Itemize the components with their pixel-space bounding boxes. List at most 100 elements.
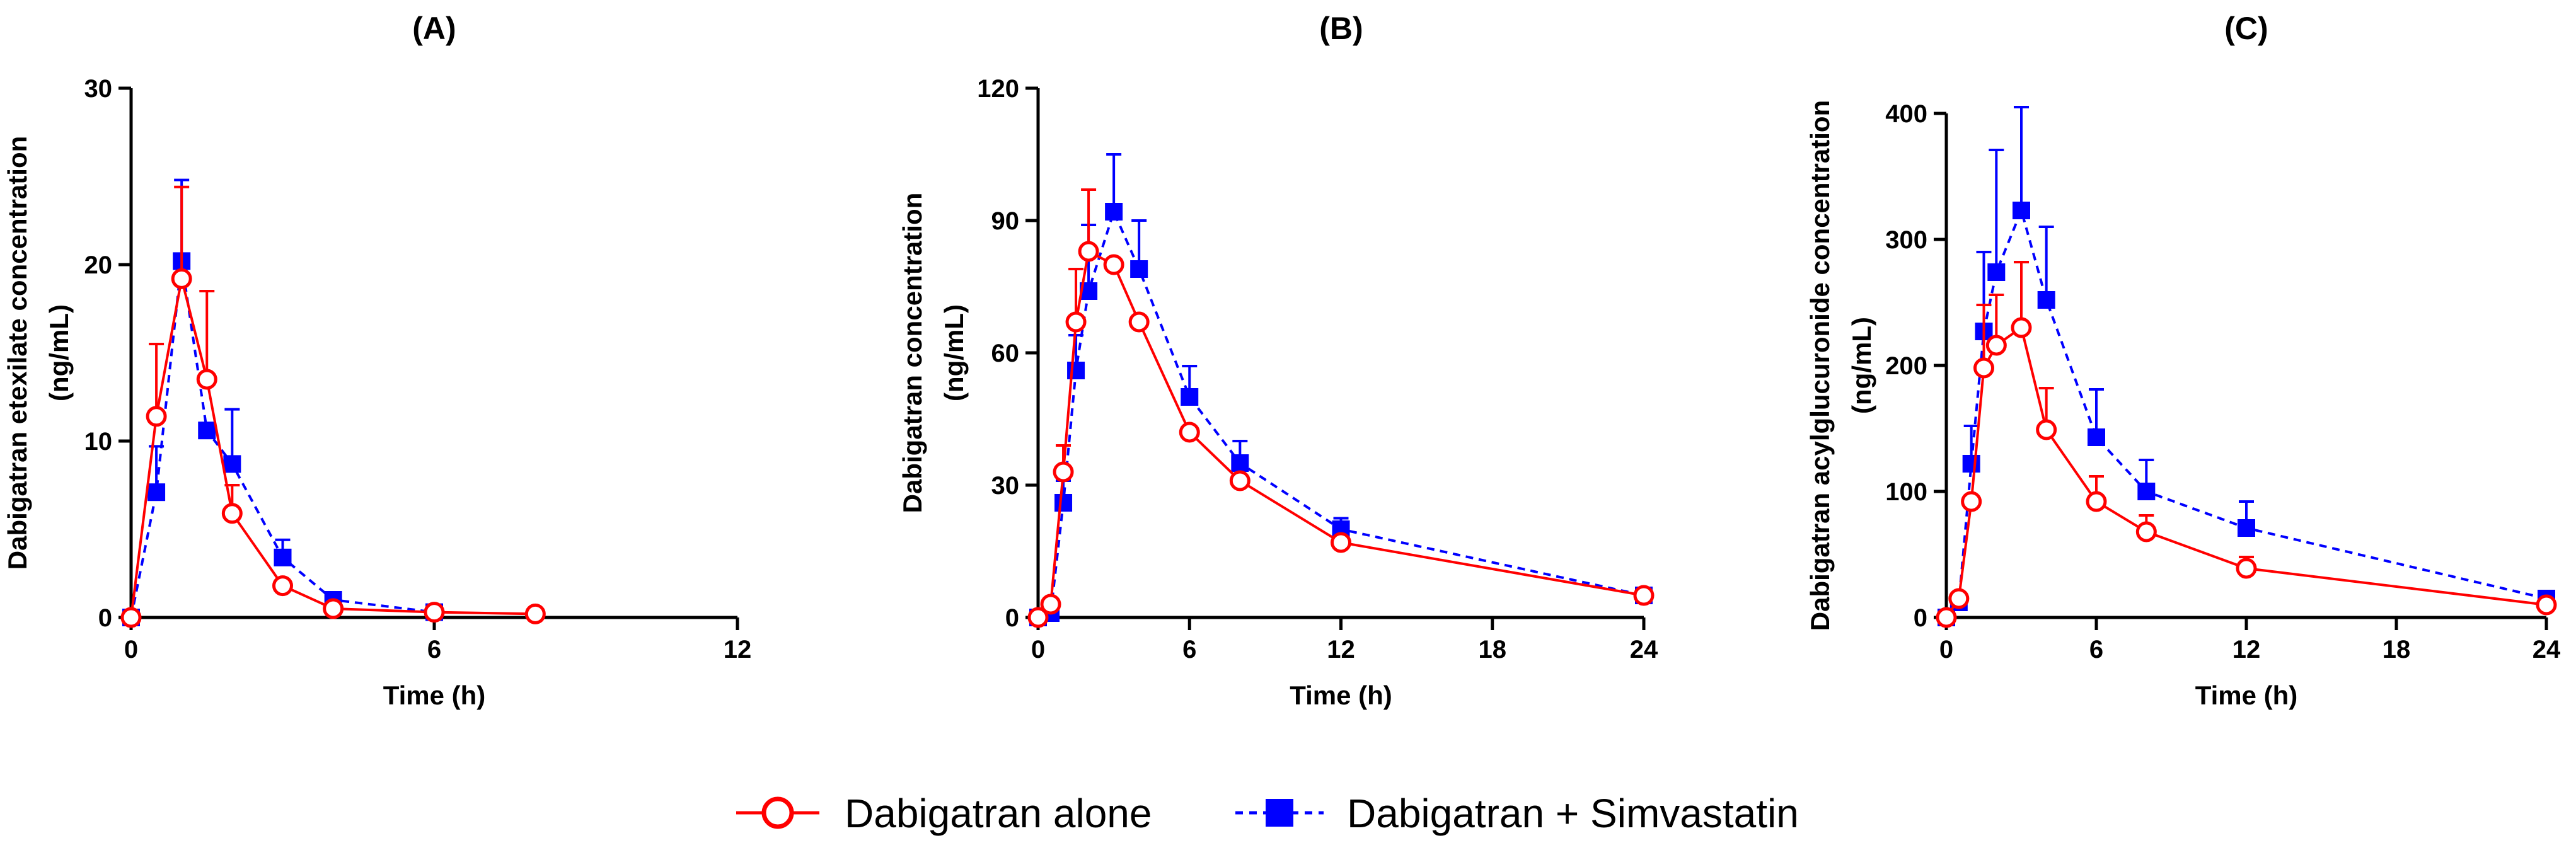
- data-point: [2135, 521, 2157, 542]
- x-tick-label: 6: [1182, 636, 1196, 663]
- data-point: [1633, 585, 1655, 606]
- panel-title: (C): [2224, 11, 2268, 46]
- y-axis-label: Dabigatran concentration: [898, 193, 927, 514]
- x-tick-label: 12: [2232, 636, 2261, 663]
- data-point: [2536, 594, 2557, 616]
- data-point: [1181, 388, 1199, 406]
- data-point: [1961, 491, 1982, 512]
- x-axis-label: Time (h): [383, 680, 486, 710]
- y-tick-label: 120: [977, 75, 1019, 103]
- data-point: [221, 503, 243, 524]
- y-tick-label: 100: [1885, 478, 1927, 506]
- data-point: [1054, 494, 1073, 512]
- x-axis-label: Time (h): [1290, 680, 1392, 710]
- y-tick-label: 10: [84, 428, 113, 456]
- data-point: [2011, 317, 2032, 338]
- y-tick-label: 0: [1005, 604, 1019, 632]
- panel-title: (B): [1319, 11, 1363, 46]
- data-point: [2088, 428, 2105, 446]
- legend-label-alone: Dabigatran alone: [845, 791, 1152, 836]
- data-point: [1229, 470, 1250, 491]
- x-tick-label: 24: [1630, 636, 1658, 663]
- data-point: [424, 602, 445, 623]
- y-tick-label: 60: [991, 340, 1020, 367]
- data-point: [1105, 203, 1123, 221]
- x-axis-label: Time (h): [2195, 680, 2298, 710]
- data-point: [2036, 419, 2057, 440]
- data-point: [1103, 254, 1124, 275]
- data-point: [147, 483, 166, 502]
- data-point: [1948, 588, 1970, 609]
- data-point: [1065, 311, 1087, 333]
- data-point: [1962, 455, 1980, 473]
- data-point: [198, 422, 216, 440]
- legend-marker-simvastatin: [1266, 799, 1293, 827]
- data-point: [274, 548, 292, 566]
- y-axis-label-unit: (ng/mL): [1847, 317, 1876, 414]
- data-point: [1027, 607, 1049, 628]
- data-point: [171, 268, 192, 289]
- x-tick-label: 12: [724, 636, 752, 663]
- y-tick-label: 30: [991, 472, 1020, 500]
- data-point: [1231, 454, 1249, 472]
- data-point: [1987, 263, 2006, 281]
- data-point: [2013, 202, 2030, 219]
- x-tick-label: 6: [2089, 636, 2103, 663]
- legend-label-simvastatin: Dabigatran + Simvastatin: [1347, 791, 1799, 836]
- data-point: [146, 406, 167, 427]
- chart-panel-1: (B) 0 30 60 90 120 0 6 12 18 24 Time (h) Dabigatran …: [898, 11, 1658, 710]
- y-tick-label: 400: [1885, 100, 1927, 128]
- series-alone: [1027, 188, 1655, 628]
- data-point: [1130, 260, 1148, 278]
- data-point: [1331, 532, 1351, 553]
- data-point: [1973, 357, 1994, 379]
- y-axis-label: Dabigatran etexilate concentration: [3, 136, 32, 570]
- series-simvastatin: [1029, 153, 1653, 626]
- y-tick-label: 0: [98, 604, 112, 632]
- data-point: [1040, 594, 1061, 615]
- data-point: [196, 369, 217, 390]
- series-simvastatin: [122, 178, 443, 626]
- data-point: [2236, 558, 2257, 579]
- series-alone: [1936, 261, 2557, 628]
- data-point: [2238, 519, 2255, 537]
- data-point: [1078, 241, 1099, 262]
- y-tick-label: 90: [991, 207, 1020, 235]
- x-tick-label: 0: [1939, 636, 1953, 663]
- chart-panel-2: (C) 0 100 200 300 400 0 6 12 18 24 Time (h) Dabigatr…: [1805, 11, 2561, 710]
- legend-marker-alone: [761, 796, 794, 829]
- data-point: [2037, 291, 2055, 309]
- x-tick-label: 18: [1479, 636, 1507, 663]
- y-axis-label: Dabigatran acylglucuronide concentration: [1805, 100, 1835, 631]
- data-point: [1985, 335, 2007, 356]
- data-point: [1179, 422, 1200, 443]
- data-point: [2086, 491, 2107, 512]
- series-alone: [120, 185, 546, 628]
- y-axis-label-unit: (ng/mL): [939, 304, 969, 401]
- y-tick-label: 0: [1914, 604, 1927, 632]
- data-point: [1067, 362, 1085, 379]
- data-point: [223, 455, 241, 473]
- data-point: [1053, 461, 1074, 483]
- y-tick-label: 200: [1885, 352, 1927, 380]
- y-tick-label: 30: [84, 75, 113, 103]
- x-tick-label: 0: [124, 636, 138, 663]
- data-point: [2137, 483, 2156, 500]
- panel-title: (A): [412, 11, 456, 46]
- x-tick-label: 18: [2383, 636, 2411, 663]
- series-line: [1037, 208, 1644, 619]
- y-tick-label: 20: [84, 251, 113, 279]
- data-point: [524, 603, 546, 624]
- x-tick-label: 24: [2533, 636, 2561, 663]
- series-line: [1037, 249, 1644, 619]
- y-tick-label: 300: [1885, 226, 1927, 254]
- data-point: [323, 598, 344, 619]
- data-point: [120, 607, 142, 628]
- x-tick-label: 12: [1327, 636, 1355, 663]
- y-axis-label-unit: (ng/mL): [44, 304, 74, 401]
- chart-panel-0: (A) 0 10 20 30 0 6 12 Time (h) Dabigatran etexila…: [3, 11, 751, 710]
- legend: Dabigatran alone Dabigatran + Simvastati…: [736, 791, 1799, 836]
